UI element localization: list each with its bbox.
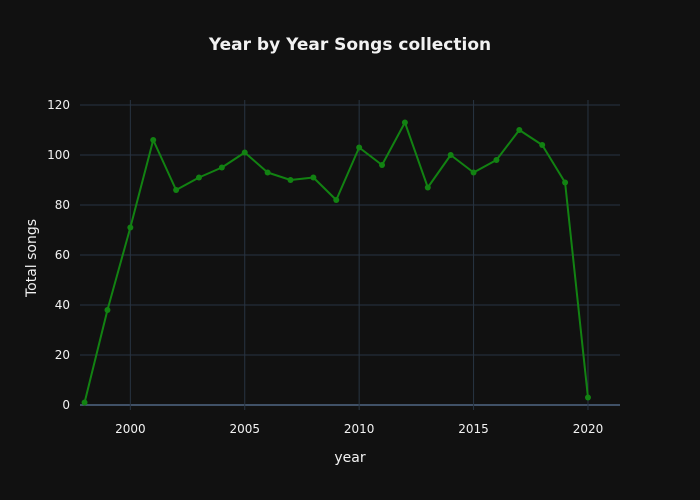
series-layer xyxy=(81,119,591,406)
data-point[interactable] xyxy=(81,399,88,406)
data-point[interactable] xyxy=(287,177,294,183)
x-tick-label: 2010 xyxy=(344,422,375,436)
data-point[interactable] xyxy=(218,164,225,171)
data-point[interactable] xyxy=(447,152,454,158)
data-point[interactable] xyxy=(310,174,317,181)
y-tick-label: 120 xyxy=(47,98,70,112)
y-tick-label: 40 xyxy=(55,298,70,312)
data-point[interactable] xyxy=(241,149,248,156)
data-point[interactable] xyxy=(539,142,546,148)
data-point[interactable] xyxy=(127,224,134,231)
data-point[interactable] xyxy=(356,144,363,151)
y-axis-title: Total songs xyxy=(24,219,40,298)
data-point[interactable] xyxy=(104,307,111,313)
y-tick-label: 60 xyxy=(55,248,70,262)
x-tick-label: 2020 xyxy=(573,422,604,436)
data-point[interactable] xyxy=(562,179,569,186)
data-point[interactable] xyxy=(264,169,271,176)
y-tick-label: 0 xyxy=(62,398,70,412)
data-point[interactable] xyxy=(150,137,157,143)
y-tick-label: 100 xyxy=(47,148,70,162)
x-tick-label: 2005 xyxy=(229,422,260,436)
x-tick-label: 2015 xyxy=(458,422,489,436)
data-point[interactable] xyxy=(195,174,202,181)
chart-title: Year by Year Songs collection xyxy=(208,35,491,55)
data-point[interactable] xyxy=(516,127,523,133)
x-axis-title: year xyxy=(334,450,365,466)
y-tick-label: 20 xyxy=(55,348,70,362)
data-point[interactable] xyxy=(401,119,408,126)
data-point[interactable] xyxy=(424,184,431,191)
data-point[interactable] xyxy=(584,394,591,401)
data-point[interactable] xyxy=(173,187,180,193)
x-tick-label: 2000 xyxy=(115,422,146,436)
data-point[interactable] xyxy=(493,157,500,163)
data-point[interactable] xyxy=(379,162,386,168)
data-point[interactable] xyxy=(470,169,477,176)
axes-layer: 0 20 40 60 80 100 120 2000 2005 2010 2015 2020 xyxy=(47,98,603,436)
data-point[interactable] xyxy=(333,197,340,203)
y-tick-label: 80 xyxy=(55,198,70,212)
